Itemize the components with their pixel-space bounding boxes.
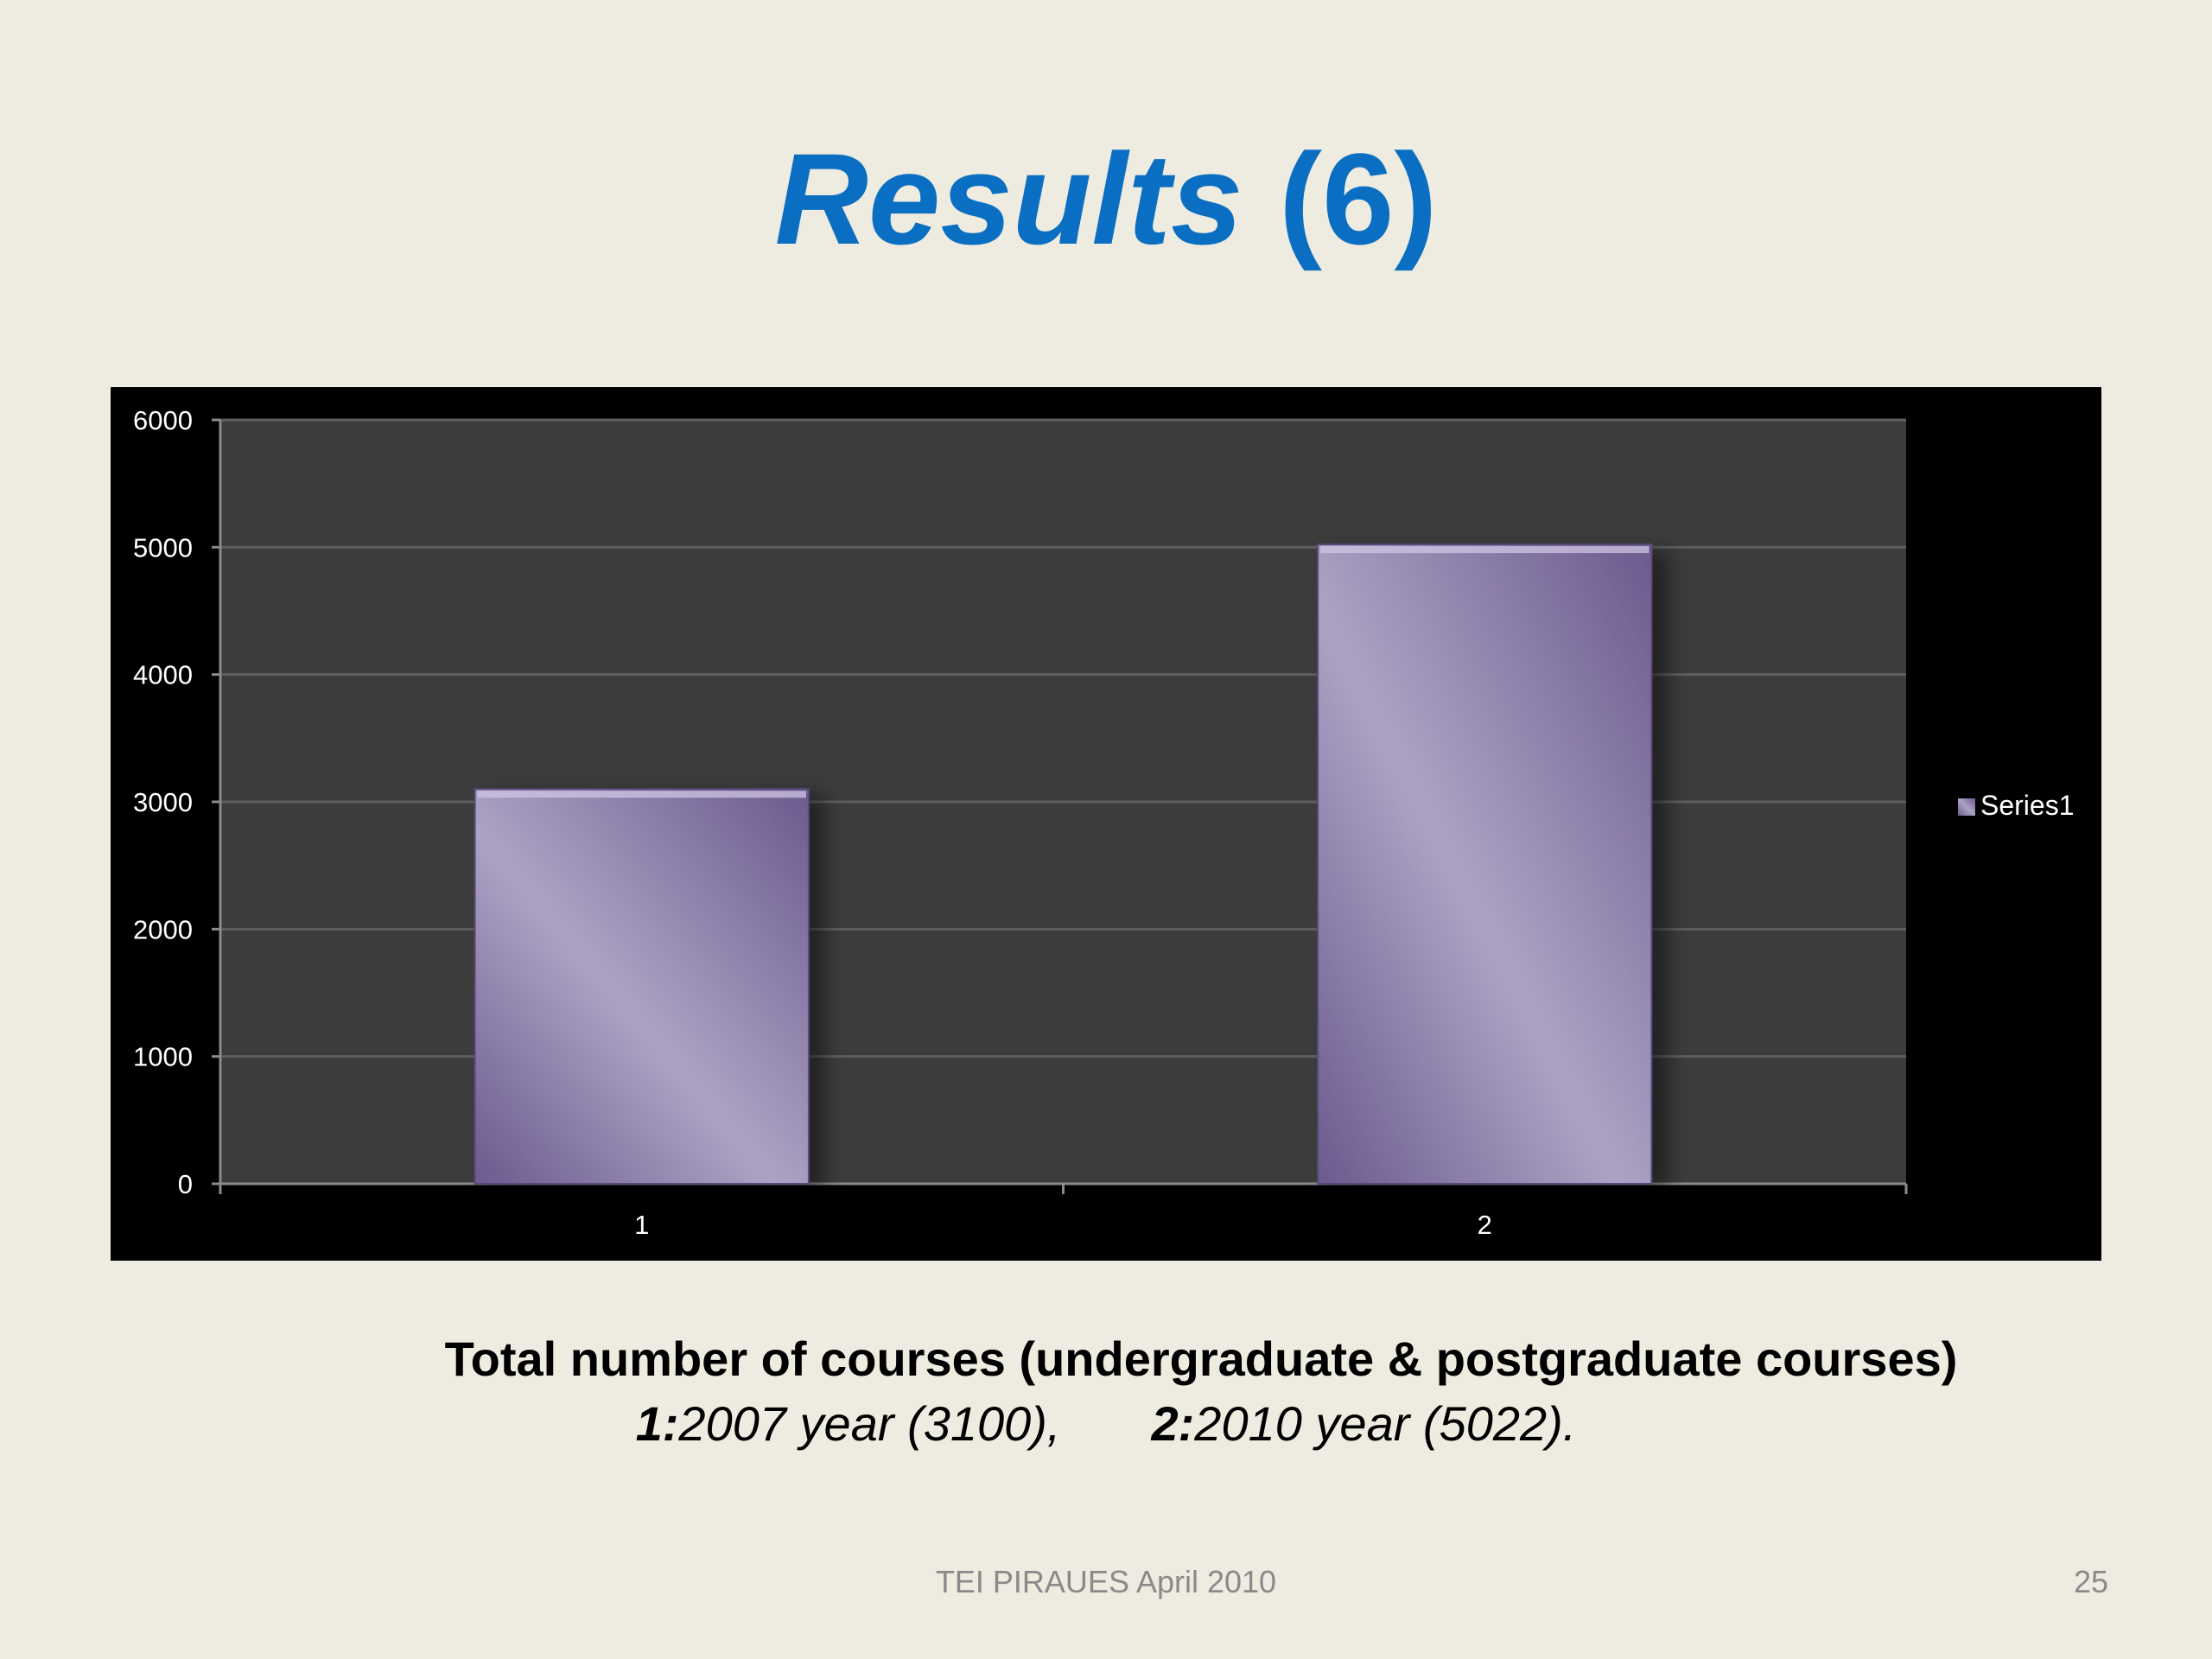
caption-item1-text: 2007 year (3100),: [678, 1396, 1061, 1451]
chart-svg: 0 1000 2000 3000 4000 5000 6000 1 2 Series1: [133, 405, 2075, 1240]
y-tick-label-5000: 5000: [133, 532, 193, 563]
caption-item1-key: 1:: [635, 1396, 679, 1451]
slide-title-suffix: (6): [1279, 126, 1438, 271]
slide-footer: TEI PIRAUES April 2010: [935, 1564, 1277, 1599]
y-tick-label-6000: 6000: [133, 405, 193, 435]
y-tick-label-1000: 1000: [133, 1042, 193, 1072]
legend-label-Series1: Series1: [1980, 790, 2075, 821]
caption-title: Total number of courses (undergraduate &…: [444, 1332, 1958, 1386]
page-number: 25: [2073, 1564, 2108, 1599]
legend-swatch-Series1: [1958, 798, 1975, 816]
x-tick-label-1: 1: [634, 1210, 649, 1240]
caption-detail: 1:2007 year (3100), 2:2010 year (5022).: [0, 1395, 2212, 1452]
slide-title: Results (6): [0, 134, 2212, 264]
bar-top-highlight-1: [477, 791, 806, 798]
slide-title-main: Results: [774, 126, 1243, 271]
bar-2: [1317, 543, 1653, 1185]
caption-item2-key: 2:: [1151, 1396, 1195, 1451]
caption-item2-text: 2010 year (5022).: [1194, 1396, 1577, 1451]
y-tick-label-4000: 4000: [133, 660, 193, 690]
bar-chart: 0 1000 2000 3000 4000 5000 6000 1 2 Series1: [111, 387, 2101, 1261]
bar-top-highlight-2: [1320, 546, 1649, 554]
bar-1: [474, 788, 810, 1185]
y-tick-label-0: 0: [178, 1169, 193, 1199]
y-tick-label-2000: 2000: [133, 914, 193, 944]
x-tick-label-2: 2: [1478, 1210, 1492, 1240]
y-tick-label-3000: 3000: [133, 787, 193, 817]
